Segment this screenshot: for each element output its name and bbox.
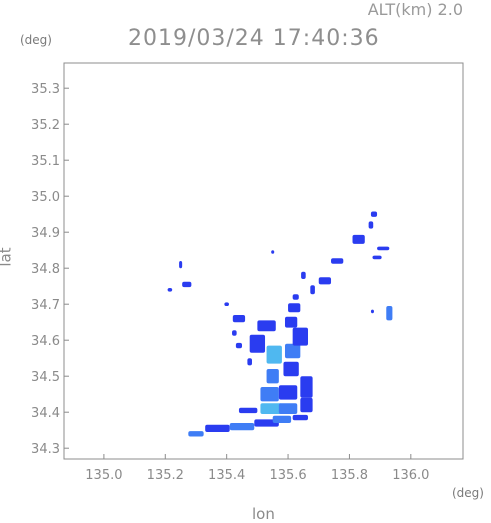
echo-cell [232,330,237,336]
echo-cell [260,387,279,402]
echo-cell [370,309,374,314]
y-tick-label: 34.7 [31,298,60,313]
echo-cell [235,342,243,349]
echo-cell [266,369,279,384]
y-tick-label: 34.9 [31,226,60,241]
altitude-label: ALT(km) 2.0 [367,0,463,19]
echo-cell [247,358,252,366]
x-tick-label: 135.6 [269,468,306,483]
echo-cell [284,343,301,359]
echo-cell [224,302,229,306]
y-tick-label: 34.3 [31,442,60,457]
y-tick-label: 34.6 [31,334,60,349]
y-tick-label: 34.8 [31,262,60,277]
x-axis-label: lon [252,505,275,523]
echo-cell [352,234,365,244]
echo-cell [331,258,344,264]
y-tick-label: 35.2 [31,118,60,133]
y-tick-label: 35.3 [31,82,60,97]
echo-cell [278,385,298,400]
echo-cell [283,361,299,377]
echo-cell [370,211,378,217]
echo-cell [167,288,173,292]
echo-cell [238,407,258,414]
echo-cell [254,419,279,427]
echo-cell [179,261,183,269]
echo-cell [300,397,313,413]
echo-cell [257,320,276,332]
echo-cell [188,431,204,437]
y-tick-label: 34.5 [31,370,60,385]
echo-cell [310,285,315,295]
echo-cell [292,294,299,300]
echo-cell [260,403,282,414]
echo-cell [284,316,298,328]
timestamp-title: 2019/03/24 17:40:36 [128,26,380,51]
x-tick-label: 135.2 [147,468,184,483]
y-tick-label: 35.1 [31,154,60,169]
x-tick-label: 135.8 [331,468,368,483]
echo-cell [292,327,309,346]
echo-cell [182,281,192,288]
echo-cell [249,334,266,353]
x-tick-label: 136.0 [392,468,429,483]
echo-cell [266,345,282,364]
axis-ticks: 135.0 135.2 135.4 135.6 135.8 136.0 34.3 34.4 34… [31,82,429,483]
echo-layer [167,211,393,437]
echo-cell [300,376,313,398]
echo-cell [272,415,292,423]
echo-cell [232,315,246,323]
echo-cell [318,277,332,285]
echo-cell [288,303,301,313]
y-tick-label: 34.4 [31,406,60,421]
y-tick-label: 35.0 [31,190,60,205]
x-unit-label: (deg) [452,486,484,500]
echo-cell [377,246,390,251]
echo-cell [386,306,393,321]
echo-cell [292,414,309,421]
echo-cell [229,423,255,431]
echo-cell [368,221,374,229]
y-unit-label: (deg) [20,33,52,47]
echo-cell [301,271,306,279]
echo-cell [271,250,275,254]
echo-cell [372,255,382,260]
echo-cell [278,403,298,414]
echo-cell [205,424,230,432]
x-tick-label: 135.0 [85,468,122,483]
x-tick-label: 135.4 [208,468,245,483]
